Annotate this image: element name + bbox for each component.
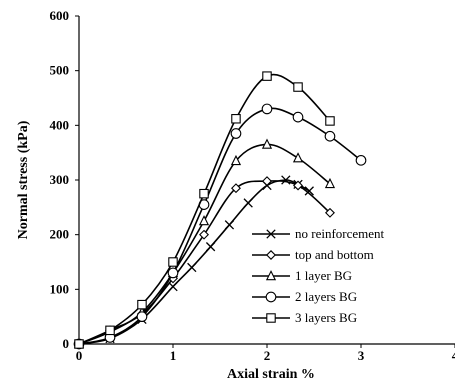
data-point-no-reinforcement (304, 186, 314, 196)
data-point-no-reinforcement (168, 281, 178, 292)
data-point-no-reinforcement (205, 242, 216, 252)
legend-label: no reinforcement (295, 226, 385, 241)
x-tick-label: 0 (76, 348, 83, 363)
data-point-top-and-bottom (262, 176, 272, 187)
legend-item-top-and-bottom: top and bottom (252, 247, 374, 262)
data-point-3-layers-bg (231, 114, 241, 124)
legend-item-1-layer-bg: 1 layer BG (252, 268, 352, 283)
data-point-2-layers-bg (167, 267, 179, 279)
data-point-top-and-bottom (325, 207, 335, 218)
legend-item-2-layers-bg: 2 layers BG (252, 289, 357, 304)
data-point-2-layers-bg (136, 311, 148, 323)
data-point-1-layer-bg (324, 177, 336, 189)
legend-marker-no-reinforcement (266, 229, 276, 239)
data-point-3-layers-bg (105, 325, 115, 336)
x-tick-label: 4 (452, 348, 455, 363)
data-point-no-reinforcement (224, 220, 235, 230)
data-point-3-layers-bg (325, 116, 335, 126)
x-tick-label: 1 (170, 348, 177, 363)
series-no-reinforcement (74, 175, 314, 349)
legend-marker-2-layers-bg (265, 291, 277, 303)
y-tick-label: 100 (50, 281, 70, 296)
data-point-top-and-bottom (231, 183, 241, 194)
y-axis-title: Normal stress (kPa) (16, 120, 31, 239)
x-tick-label: 2 (264, 348, 271, 363)
y-tick-label: 200 (50, 227, 70, 242)
y-tick-label: 500 (50, 63, 70, 78)
legend-label: top and bottom (295, 247, 374, 262)
legend-item-no-reinforcement: no reinforcement (252, 226, 385, 241)
y-tick-label: 600 (50, 8, 70, 23)
legend-item-3-layers-bg: 3 layers BG (252, 310, 357, 325)
legend-label: 2 layers BG (295, 289, 357, 304)
data-point-2-layers-bg (230, 128, 242, 139)
data-point-3-layers-bg (293, 82, 303, 92)
data-point-2-layers-bg (355, 154, 367, 166)
data-point-no-reinforcement (243, 198, 253, 208)
data-point-1-layer-bg (292, 152, 304, 163)
legend-marker-3-layers-bg (266, 313, 276, 323)
data-point-2-layers-bg (292, 111, 304, 123)
legend-marker-top-and-bottom (266, 250, 276, 260)
data-point-top-and-bottom (199, 229, 209, 240)
series-line-2-layers-bg (78, 107, 362, 345)
x-tick-label: 3 (358, 348, 365, 363)
data-point-no-reinforcement (187, 262, 197, 273)
x-axis-title: Axial strain % (227, 367, 315, 381)
legend-label: 1 layer BG (295, 268, 352, 283)
series-3-layers-bg (74, 71, 335, 349)
legend-marker-1-layer-bg (265, 270, 277, 281)
y-tick-label: 400 (50, 117, 70, 132)
y-tick-label: 0 (63, 336, 70, 351)
data-point-top-and-bottom (293, 180, 303, 191)
series-line-1-layer-bg (78, 143, 331, 345)
data-point-2-layers-bg (261, 103, 273, 115)
data-point-1-layer-bg (198, 215, 210, 226)
data-point-3-layers-bg (262, 71, 272, 81)
data-point-2-layers-bg (324, 130, 336, 142)
data-point-3-layers-bg (168, 257, 178, 267)
y-tick-label: 300 (50, 172, 70, 187)
data-point-3-layers-bg (74, 339, 84, 349)
data-point-3-layers-bg (137, 299, 147, 310)
legend-label: 3 layers BG (295, 310, 357, 325)
data-point-1-layer-bg (261, 138, 273, 149)
data-point-1-layer-bg (230, 154, 242, 166)
data-point-3-layers-bg (199, 188, 209, 199)
